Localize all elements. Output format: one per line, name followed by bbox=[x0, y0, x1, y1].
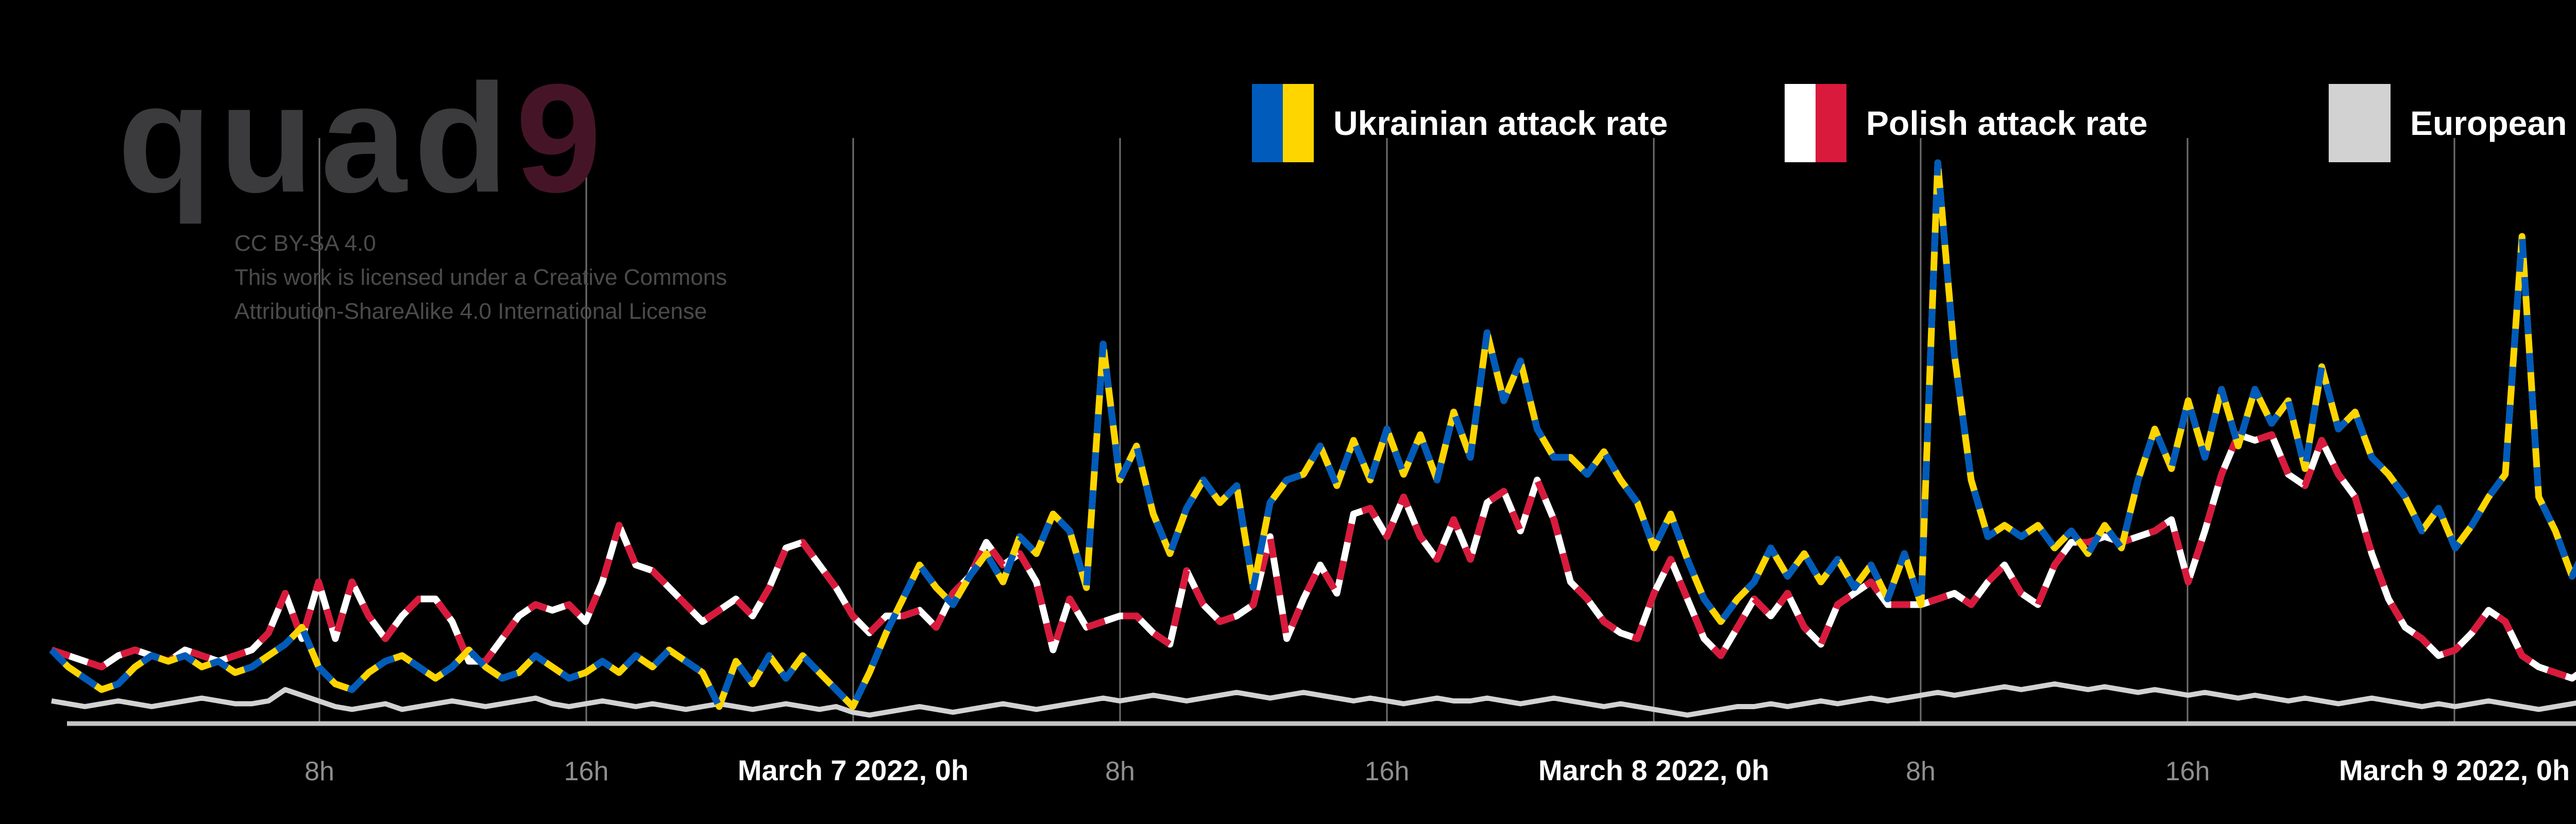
x-tick-label: 16h bbox=[2165, 757, 2210, 786]
x-tick-label: 8h bbox=[1906, 757, 1936, 786]
series-path-base bbox=[51, 681, 2576, 718]
legend-item-european: European average attack rate bbox=[2329, 84, 2576, 162]
x-tick-label-date: March 7 2022, 0h bbox=[738, 754, 969, 786]
quad9-logo: quad9 bbox=[117, 61, 608, 215]
european-average-attack-rate-line bbox=[51, 681, 2576, 718]
license-line-3: Attribution-ShareAlike 4.0 International… bbox=[234, 299, 707, 324]
series-path-dash bbox=[49, 159, 2576, 710]
legend-label: Ukrainian attack rate bbox=[1333, 104, 1668, 142]
legend-label: Polish attack rate bbox=[1866, 104, 2148, 142]
x-axis-labels: 8h 16h March 7 2022, 0h 8h 16h March 8 2022, … bbox=[304, 754, 2570, 786]
x-tick-label: 8h bbox=[1105, 757, 1135, 786]
x-tick-label: 16h bbox=[564, 757, 609, 786]
logo-text-quad: quad bbox=[117, 52, 516, 225]
series-path-dash bbox=[50, 431, 2576, 682]
logo-text-9: 9 bbox=[515, 52, 609, 225]
ukrainian-flag-swatch bbox=[1252, 84, 1314, 162]
license-line-1: CC BY-SA 4.0 bbox=[234, 231, 376, 256]
european-average-swatch bbox=[2329, 84, 2391, 162]
license-block: CC BY-SA 4.0 This work is licensed under… bbox=[234, 227, 727, 329]
x-tick-label: 8h bbox=[304, 757, 334, 786]
ukrainian-attack-rate-line bbox=[49, 159, 2576, 710]
polish-attack-rate-line bbox=[50, 431, 2576, 682]
x-tick-label: 16h bbox=[1365, 757, 1410, 786]
legend-item-ukrainian: Ukrainian attack rate bbox=[1252, 84, 1668, 162]
x-tick-label-date: March 8 2022, 0h bbox=[1538, 754, 1769, 786]
x-tick-label-date: March 9 2022, 0h bbox=[2339, 754, 2570, 786]
legend-item-polish: Polish attack rate bbox=[1785, 84, 2148, 162]
polish-flag-swatch bbox=[1785, 84, 1846, 162]
license-line-2: This work is licensed under a Creative C… bbox=[234, 265, 727, 290]
legend-label: European average attack rate bbox=[2410, 104, 2576, 142]
